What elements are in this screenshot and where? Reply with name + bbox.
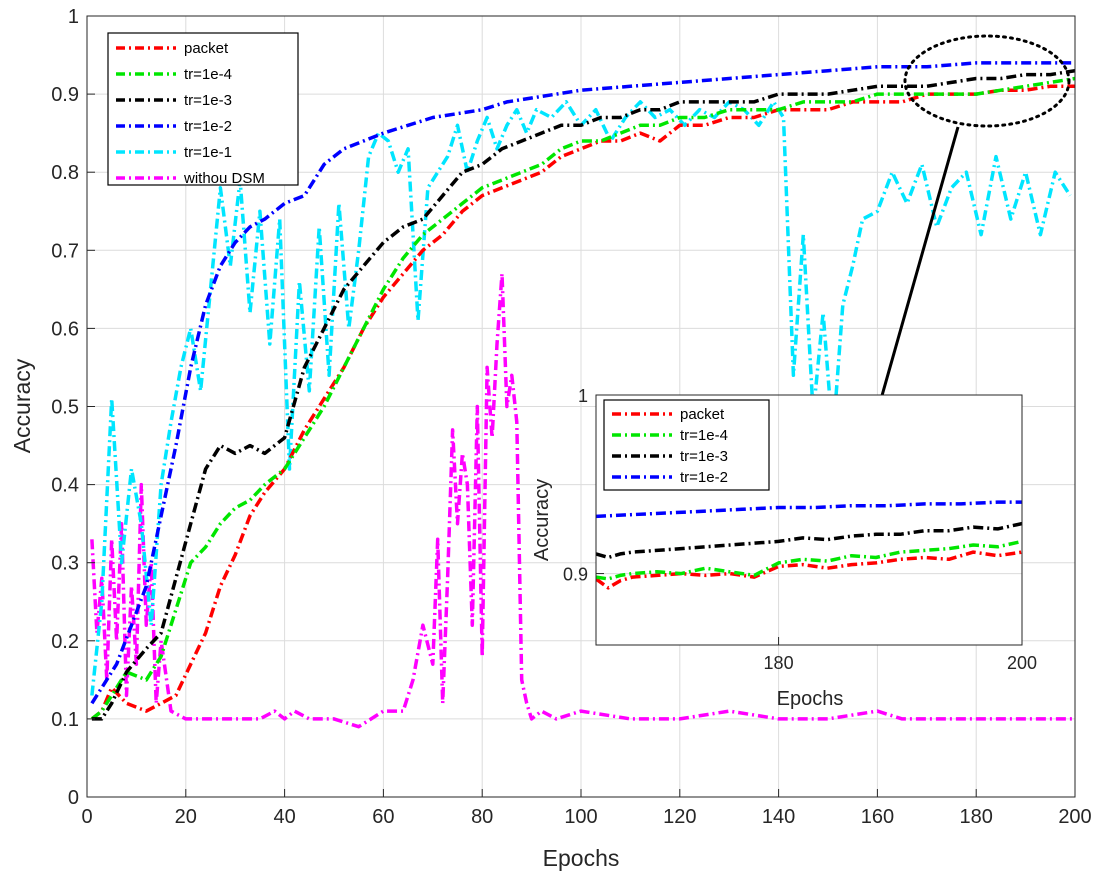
x-tick-label: 100 (564, 806, 597, 828)
x-tick-label: 0 (81, 806, 92, 828)
x-tick-label: 140 (762, 806, 795, 828)
legend-label: tr=1e-2 (680, 469, 728, 486)
main-legend-box (107, 32, 299, 186)
y-tick-label: 1 (578, 386, 588, 406)
legend-label: tr=1e-4 (680, 427, 728, 444)
legend-label: tr=1e-2 (184, 118, 232, 135)
y-tick-label: 0.7 (51, 240, 79, 262)
y-tick-label: 0.6 (51, 318, 79, 340)
x-tick-label: 180 (960, 806, 993, 828)
y-tick-label: 0.9 (51, 84, 79, 106)
y-tick-label: 0 (68, 787, 79, 809)
y-tick-label: 0.4 (51, 475, 79, 497)
inset-plot-border (595, 394, 1023, 646)
main-series (90, 61, 1075, 729)
legend-label: withou DSM (183, 170, 265, 187)
x-tick-label: 120 (663, 806, 696, 828)
y-tick-label: 1 (68, 6, 79, 28)
series-line-packet (596, 550, 1022, 590)
series-line-tr-1e-2 (596, 500, 1022, 519)
x-tick-label: 60 (372, 806, 394, 828)
x-axis-label: Epochs (543, 845, 620, 871)
inset-ticks: 180 200 0.9 1 (563, 386, 1037, 673)
y-tick-label: 0.5 (51, 397, 79, 419)
inset-x-axis-label: Epochs (777, 688, 844, 710)
series-line-tr-1e-1 (90, 100, 1072, 696)
legend-label: packet (184, 40, 229, 57)
zoom-arrow (868, 126, 960, 439)
legend-label: tr=1e-3 (680, 448, 728, 465)
series-line-withou-DSM (90, 271, 1075, 729)
legend-label: packet (680, 406, 725, 423)
series-line-tr-1e-4 (596, 539, 1022, 581)
x-tick-label: 200 (1007, 653, 1037, 673)
legend-label: tr=1e-1 (184, 144, 232, 161)
inset-series (596, 500, 1022, 590)
y-tick-label: 0.1 (51, 709, 79, 731)
x-tick-label: 180 (764, 653, 794, 673)
y-tick-label: 0.8 (51, 162, 79, 184)
x-tick-label: 200 (1058, 806, 1091, 828)
y-axis-label: Accuracy (9, 358, 35, 453)
series-line-tr-1e-4 (90, 76, 1075, 721)
x-tick-label: 40 (273, 806, 295, 828)
x-tick-label: 160 (861, 806, 894, 828)
inset-y-axis-label: Accuracy (531, 479, 553, 561)
legend-label: tr=1e-3 (184, 92, 232, 109)
y-tick-label: 0.2 (51, 631, 79, 653)
y-tick-label: 0.3 (51, 553, 79, 575)
x-tick-label: 80 (471, 806, 493, 828)
main-legend: packet tr=1e-4 tr=1e-3 tr=1e-2 tr=1e-1 withou… (107, 32, 299, 187)
main-ticks: 0 20 40 60 80 100 120 140 160 180 200 0 0.1 0.2 0.3 0.4… (51, 6, 1092, 828)
y-tick-label: 0.9 (563, 565, 588, 585)
series-line-tr-1e-3 (91, 68, 1075, 721)
x-tick-label: 20 (175, 806, 197, 828)
zoom-ellipse (903, 34, 1071, 128)
legend-label: tr=1e-4 (184, 66, 232, 83)
series-line-packet (90, 84, 1075, 721)
inset-plot: 180 200 0.9 1 Epochs Accuracy packet tr=1e-4… (531, 386, 1037, 710)
series-line-tr-1e-3 (596, 521, 1022, 560)
